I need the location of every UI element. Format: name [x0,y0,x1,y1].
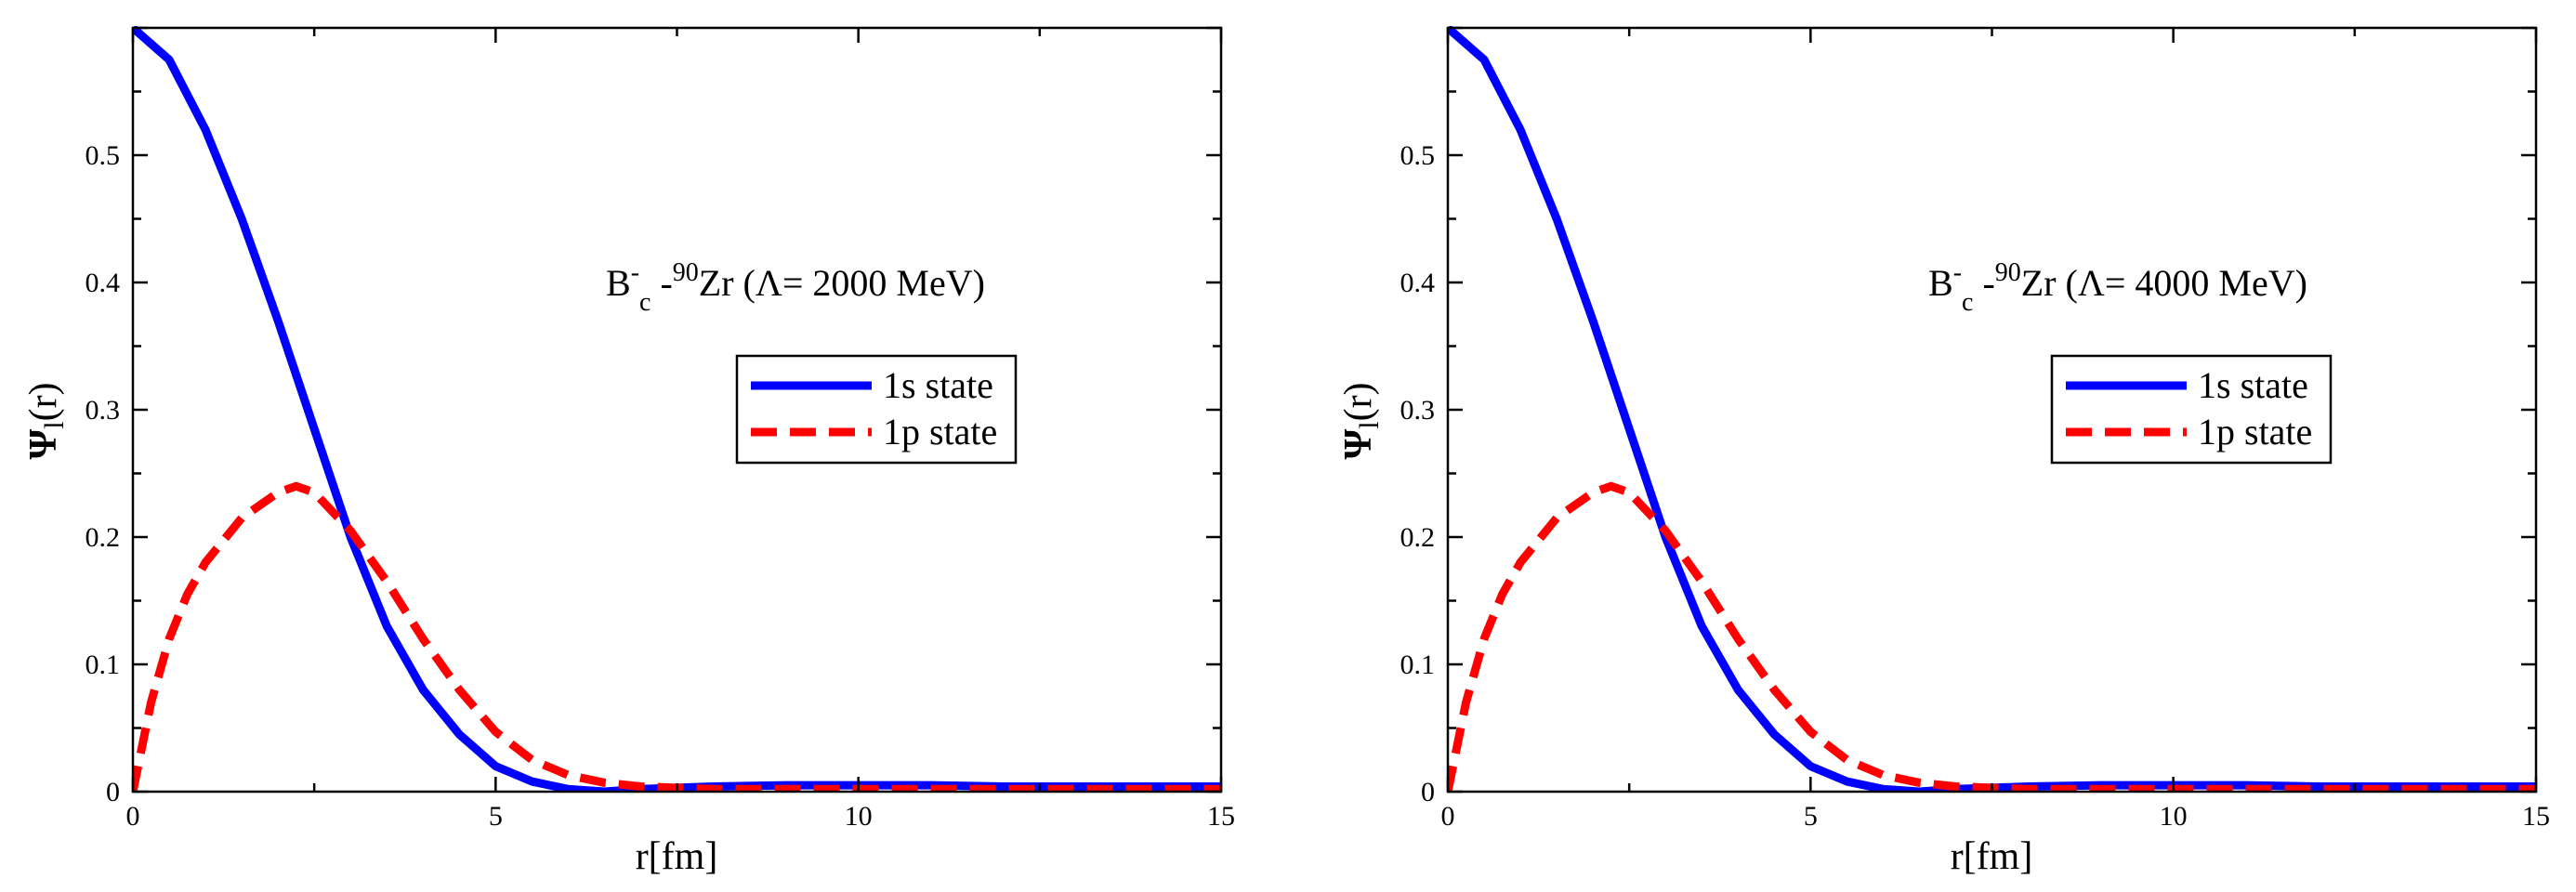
x-tick-label: 5 [489,801,503,832]
chart-panel-right: 0 5 10 15 0 0.1 0.2 0.3 0.4 0.5 r[fm] Ψl(r) B-c -… [1337,26,2550,878]
y-tick-label: 0.3 [85,395,121,426]
annotation-subscript: c [639,288,651,317]
y-axis-title: Ψl(r) [1337,382,1385,459]
chart-annotation: B-c -90Zr (Λ= 4000 MeV) [1928,258,2307,317]
plot-area: 0 5 10 15 0 0.1 0.2 0.3 0.4 0.5 [85,26,1235,832]
y-axis-title-subscript: l [1354,421,1385,428]
annotation-main: B [1928,262,1953,304]
y-axis-title-symbol: Ψ [22,429,65,460]
y-axis-title: Ψl(r) [22,382,70,459]
x-axis-title: r[fm] [1951,835,2033,878]
annotation-rest: Zr (Λ= 2000 MeV) [699,262,985,304]
y-tick-label: 0.2 [85,522,121,553]
y-tick-label: 0.4 [85,268,121,298]
x-tick-label: 0 [126,801,140,832]
series-line-1p [1448,481,2536,792]
y-tick-label: 0.5 [1400,140,1436,171]
y-tick-label: 0.5 [85,140,121,171]
y-axis-title-subscript: l [39,421,70,428]
legend-label-1p: 1p state [2198,411,2312,453]
legend-box [735,354,1018,465]
x-tick-label: 10 [2160,801,2188,832]
legend: 1s state 1p state [2050,354,2333,465]
y-tick-label: 0.1 [85,649,121,680]
plot-area: 0 5 10 15 0 0.1 0.2 0.3 0.4 0.5 [1400,26,2550,832]
legend-label-1s: 1s state [883,364,993,406]
legend-label-1s: 1s state [2198,364,2308,406]
y-axis-title-symbol: Ψ [1337,429,1380,460]
x-tick-label: 15 [2522,801,2550,832]
y-axis-title-rest: (r) [1337,382,1380,421]
annotation-superscript-mass: 90 [1995,258,2021,287]
legend-label-1p: 1p state [883,411,997,453]
annotation-main: B [606,262,631,304]
annotation-subscript: c [1962,288,1973,317]
y-tick-label: 0.2 [1400,522,1436,553]
annotation-superscript-mass: 90 [673,258,699,287]
y-tick-label: 0.3 [1400,395,1436,426]
annotation-dash: - [651,262,672,304]
legend-box [2050,354,2333,465]
x-tick-label: 15 [1207,801,1235,832]
x-axis-title: r[fm] [636,835,718,878]
chart-annotation: B-c -90Zr (Λ= 2000 MeV) [606,258,985,317]
x-tick-label: 10 [845,801,873,832]
annotation-dash: - [1973,262,1994,304]
chart-panel-left: 0 5 10 15 0 0.1 0.2 0.3 0.4 0.5 r[fm] Ψl(r) B-c -… [22,26,1235,878]
y-tick-label: 0 [106,777,120,807]
series-line-1p [133,481,1221,792]
annotation-superscript-charge: - [631,258,639,287]
y-axis-title-rest: (r) [22,382,65,421]
annotation-rest: Zr (Λ= 4000 MeV) [2021,262,2307,304]
annotation-superscript-charge: - [1953,258,1962,287]
x-tick-label: 0 [1441,801,1455,832]
x-tick-label: 5 [1804,801,1818,832]
y-tick-label: 0.4 [1400,268,1436,298]
y-tick-label: 0 [1421,777,1435,807]
legend: 1s state 1p state [735,354,1018,465]
y-tick-label: 0.1 [1400,649,1436,680]
